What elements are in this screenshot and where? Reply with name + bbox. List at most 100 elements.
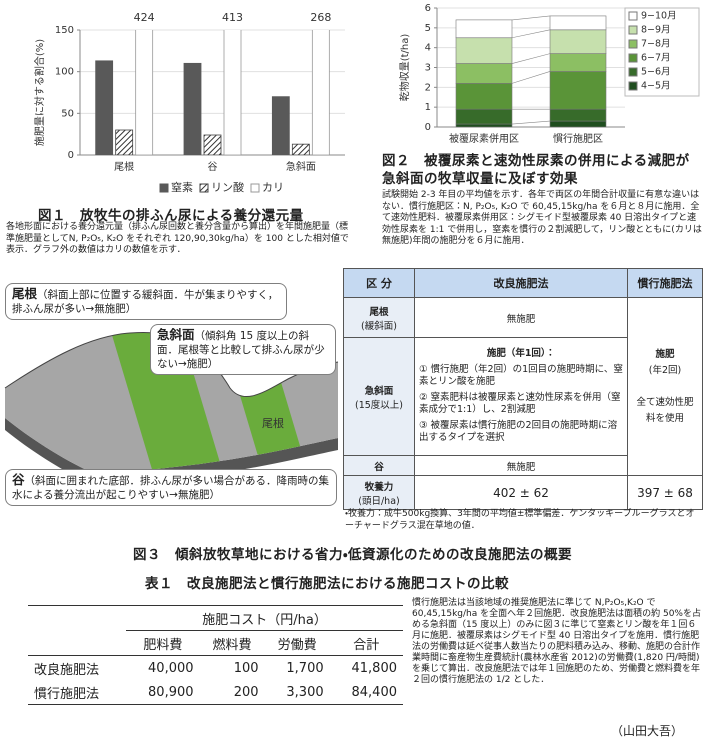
step: ③ 被覆尿素は慣行施肥の2回目の施肥時期に溶出するタイプを選択 <box>419 419 618 444</box>
bar <box>135 30 154 155</box>
row: 牧養力 (頭日/ha) 402 ± 62 397 ± 68 <box>343 475 703 510</box>
cell: 3,300 <box>286 684 324 700</box>
y-axis-label: 施肥量に対する割合(%) <box>33 39 46 146</box>
legend-swatch <box>628 81 638 91</box>
legend-swatch <box>159 183 169 193</box>
zone-sub: (15度以上) <box>354 399 403 411</box>
surface-label: 尾根 <box>262 417 284 430</box>
bar-segment <box>549 120 607 128</box>
bar-segment <box>549 53 607 72</box>
figure1-note: 各地形面における養分還元量（排ふん尿回数と養分含量から算出）を年間施肥量（標準施… <box>6 222 349 255</box>
cell: 397 ± 68 <box>627 475 703 510</box>
legend-swatch <box>628 11 638 21</box>
legend-label: 8−9月 <box>641 25 671 36</box>
blank <box>28 631 126 656</box>
bar <box>203 134 222 155</box>
bar <box>115 129 134 155</box>
connector <box>511 29 551 39</box>
bar-segment <box>455 123 513 128</box>
data-label: 424 <box>134 11 155 24</box>
cell: 施肥（年1回）： ① 慣行施肥（年2回）の1回目の施肥時期に、窒素とリン酸を施肥… <box>414 337 628 456</box>
cell: 1,700 <box>286 660 324 676</box>
legend-label: カリ <box>262 181 284 194</box>
cell: 402 ± 62 <box>414 475 628 510</box>
bar <box>291 143 310 155</box>
connector <box>511 71 551 84</box>
bar <box>183 62 202 155</box>
header-cell: 改良施肥法 <box>414 268 628 298</box>
step: ① 慣行施肥（年2回）の1回目の施肥時期に、窒素とリン酸を施肥 <box>419 363 623 388</box>
row-header: 慣行施肥法 <box>34 686 100 702</box>
column-header: 労働費 <box>277 637 317 653</box>
connector <box>511 120 551 125</box>
cell: 41,800 <box>351 660 398 676</box>
bar-segment <box>455 108 513 125</box>
legend-label: 窒素 <box>171 180 193 194</box>
bar-segment <box>549 29 607 54</box>
cell: 無施肥 <box>414 455 628 476</box>
table1-title: 表１ 改良施肥法と慣行施肥法における施肥コストの比較 <box>145 576 509 592</box>
column-header: 燃料費 <box>212 637 252 653</box>
y-tick-label: 0 <box>68 150 74 161</box>
legend-label: 7−8月 <box>641 39 671 50</box>
legend-swatch <box>628 39 638 49</box>
column-row: 肥料費 燃料費 労働費 合計 <box>28 631 403 656</box>
y-tick-label: 5 <box>425 23 431 34</box>
header-cell: 区 分 <box>343 268 415 298</box>
figure3-caption: 図３ 傾斜放牧草地における省力・低資源化のための改良施肥法の概要 <box>132 547 573 563</box>
legend-swatch <box>250 183 260 193</box>
legend-label: リン酸 <box>211 180 244 194</box>
green-band <box>95 332 235 474</box>
legend-swatch <box>628 25 638 35</box>
column-header: 合計 <box>353 637 380 653</box>
figure2-note: 試験開始 2-3 年目の平均値を示す．各年で両区の年間合計収量に有意な違いはない… <box>382 190 702 246</box>
cell: 84,400 <box>351 684 398 700</box>
zone-cell: 牧養力 (頭日/ha) <box>343 475 415 510</box>
zone-name: 急斜面 <box>364 385 394 397</box>
header-cell: 慣行施肥法 <box>627 268 703 298</box>
conv-sub: (年2回) <box>648 364 682 376</box>
figure2-caption: 図２ 被覆尿素と速効性尿素の併用による減肥が急斜面の牧草収量に及ぼす効果 <box>382 153 690 187</box>
bar-segment <box>455 83 513 110</box>
method-note: ・牧養力：成牛500kg換算、3年間の平均値±標準偏差．ケンタッキーブルーグラス… <box>345 509 695 531</box>
bar-segment <box>549 15 607 31</box>
bar <box>311 30 330 155</box>
conv-detail: 全て速効性肥料を使用 <box>636 396 694 424</box>
callout-text: （傾斜角 15 度以上の斜面．尾根等と比較して排ふん尿が少ない→施肥） <box>157 330 325 370</box>
data-label: 413 <box>222 11 243 24</box>
figure1-chart: 0 50 100 150 施肥量に対する割合(%) 尾根 谷 急斜面 424 413 268 窒素 リン… <box>33 11 345 194</box>
callout-valley: 谷（斜面に囲まれた底部．排ふん尿が多い場合がある．降雨時の集水による養分流出が起… <box>5 469 337 506</box>
bar-segment <box>455 19 513 39</box>
y-axis-label: 乾物収量(t/ha) <box>398 34 411 102</box>
legend-box <box>624 7 700 97</box>
legend-swatch <box>199 183 209 193</box>
zone-sub: (頭日/ha) <box>358 495 400 507</box>
y-tick-label: 0 <box>425 122 431 133</box>
steps-title: 施肥（年1回）： <box>486 348 556 360</box>
callout-text: （斜面上部に位置する緩斜面．牛が集まりやすく，排ふん尿が多い→無施肥） <box>12 289 279 315</box>
bar-segment <box>549 71 607 110</box>
x-tick-label: 尾根 <box>114 160 134 173</box>
bar <box>95 60 114 155</box>
bar-segment <box>455 37 513 64</box>
callout-ridge: 尾根（斜面上部に位置する緩斜面．牛が集まりやすく，排ふん尿が多い→無施肥） <box>5 283 287 320</box>
callout-term: 尾根 <box>12 286 38 301</box>
callout-term: 谷 <box>12 472 25 487</box>
figure1-caption: 図１ 放牧牛の排ふん尿による養分還元量 <box>38 208 304 224</box>
zone-name: 尾根 <box>369 306 389 318</box>
figure2-chart: 0 1 2 3 4 5 6 乾物収量(t/ha) 被覆尿素併用区 慣行施肥区 4−5月 5−6月 6−7… <box>398 3 700 145</box>
step: ② 窒素肥料は被覆尿素と速効性尿素を併用（窒素成分で1:1）し、2割減肥 <box>419 391 621 416</box>
bar <box>223 30 242 155</box>
conventional-cell: 施肥 (年2回) 全て速効性肥料を使用 <box>627 297 703 476</box>
zone-name: 牧養力 <box>364 481 394 493</box>
callout-steep: 急斜面（傾斜角 15 度以上の斜面．尾根等と比較して排ふん尿が少ない→施肥） <box>150 324 336 375</box>
data-label: 268 <box>310 11 331 24</box>
y-tick-label: 3 <box>425 63 431 74</box>
legend-swatch <box>628 67 638 77</box>
y-tick-label: 150 <box>55 25 74 36</box>
cell: 40,000 <box>148 660 194 676</box>
row: 慣行施肥法 80,900 200 3,300 84,400 <box>28 680 403 705</box>
y-tick-label: 4 <box>425 43 431 54</box>
legend-label: 4−5月 <box>641 81 671 92</box>
